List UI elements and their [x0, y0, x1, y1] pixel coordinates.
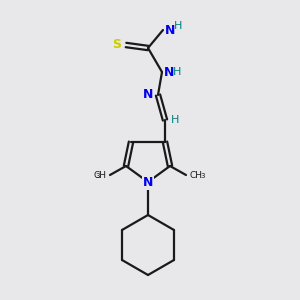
Text: H: H	[174, 21, 182, 31]
Text: N: N	[143, 176, 153, 188]
Text: S: S	[112, 38, 121, 52]
Text: 3: 3	[200, 173, 205, 179]
Text: 3: 3	[95, 173, 100, 179]
Text: CH: CH	[94, 170, 107, 179]
Text: H: H	[171, 115, 179, 125]
Text: N: N	[142, 88, 153, 101]
Text: H: H	[173, 67, 182, 77]
Text: N: N	[165, 23, 175, 37]
Text: N: N	[164, 65, 174, 79]
Text: CH: CH	[189, 170, 202, 179]
